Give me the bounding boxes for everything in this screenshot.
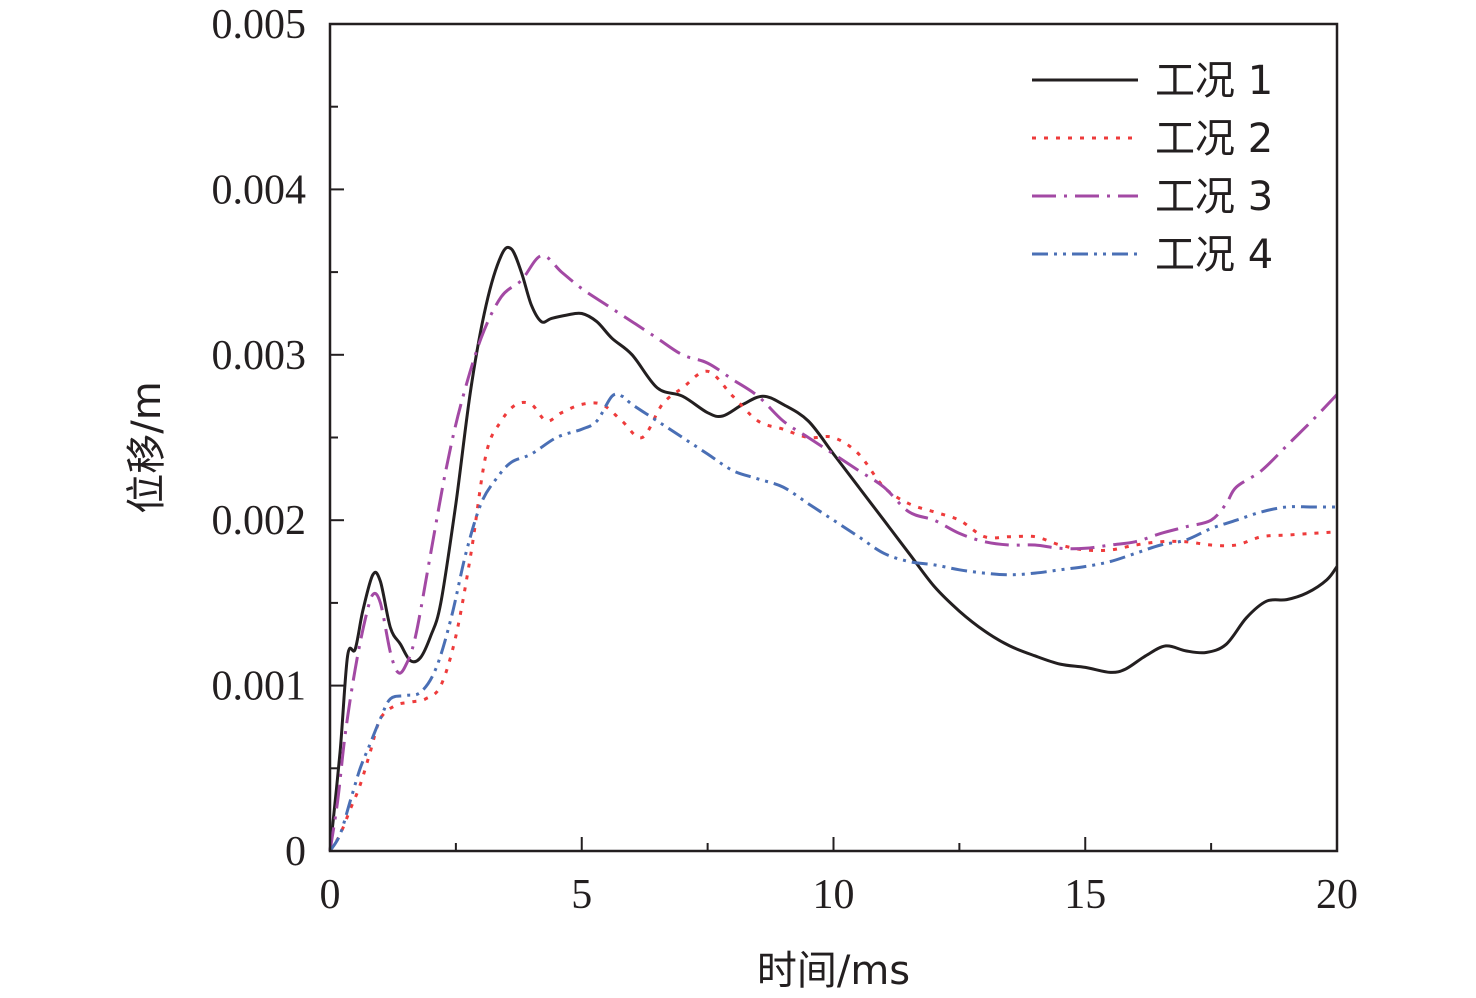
y-axis-title: 位移/m [124, 381, 170, 513]
y-tick-label: 0.002 [212, 498, 307, 544]
series-lines [328, 245, 1339, 852]
x-tick-label: 20 [1316, 872, 1358, 918]
series-line-3 [328, 254, 1339, 852]
y-tick-label: 0.004 [212, 167, 307, 213]
legend-label-1: 工况 1 [1155, 58, 1273, 104]
x-tick-label: 0 [320, 872, 341, 918]
legend-label-4: 工况 4 [1155, 232, 1273, 278]
legend-label-3: 工况 3 [1155, 174, 1273, 220]
x-tick-label: 15 [1064, 872, 1106, 918]
legend-label-2: 工况 2 [1155, 116, 1273, 162]
plot-frame [328, 22, 1339, 853]
x-tick-label: 10 [813, 872, 855, 918]
legend: 工况 1 工况 2 工况 3 工况 4 [1032, 58, 1273, 278]
series-line-2 [328, 369, 1338, 852]
tick-labels: 0 5 10 15 20 0 0.001 0.002 0.003 0.004 0.005 [212, 2, 1359, 918]
x-tick-label: 5 [571, 872, 592, 918]
x-axis-title: 时间/ms [757, 948, 910, 994]
y-tick-label: 0 [285, 829, 306, 875]
y-tick-label: 0.005 [212, 2, 307, 48]
y-tick-label: 0.001 [212, 664, 307, 710]
series-line-1 [328, 245, 1339, 852]
axis-ticks [329, 23, 1338, 852]
series-line-4 [328, 392, 1338, 852]
y-tick-label: 0.003 [212, 333, 307, 379]
